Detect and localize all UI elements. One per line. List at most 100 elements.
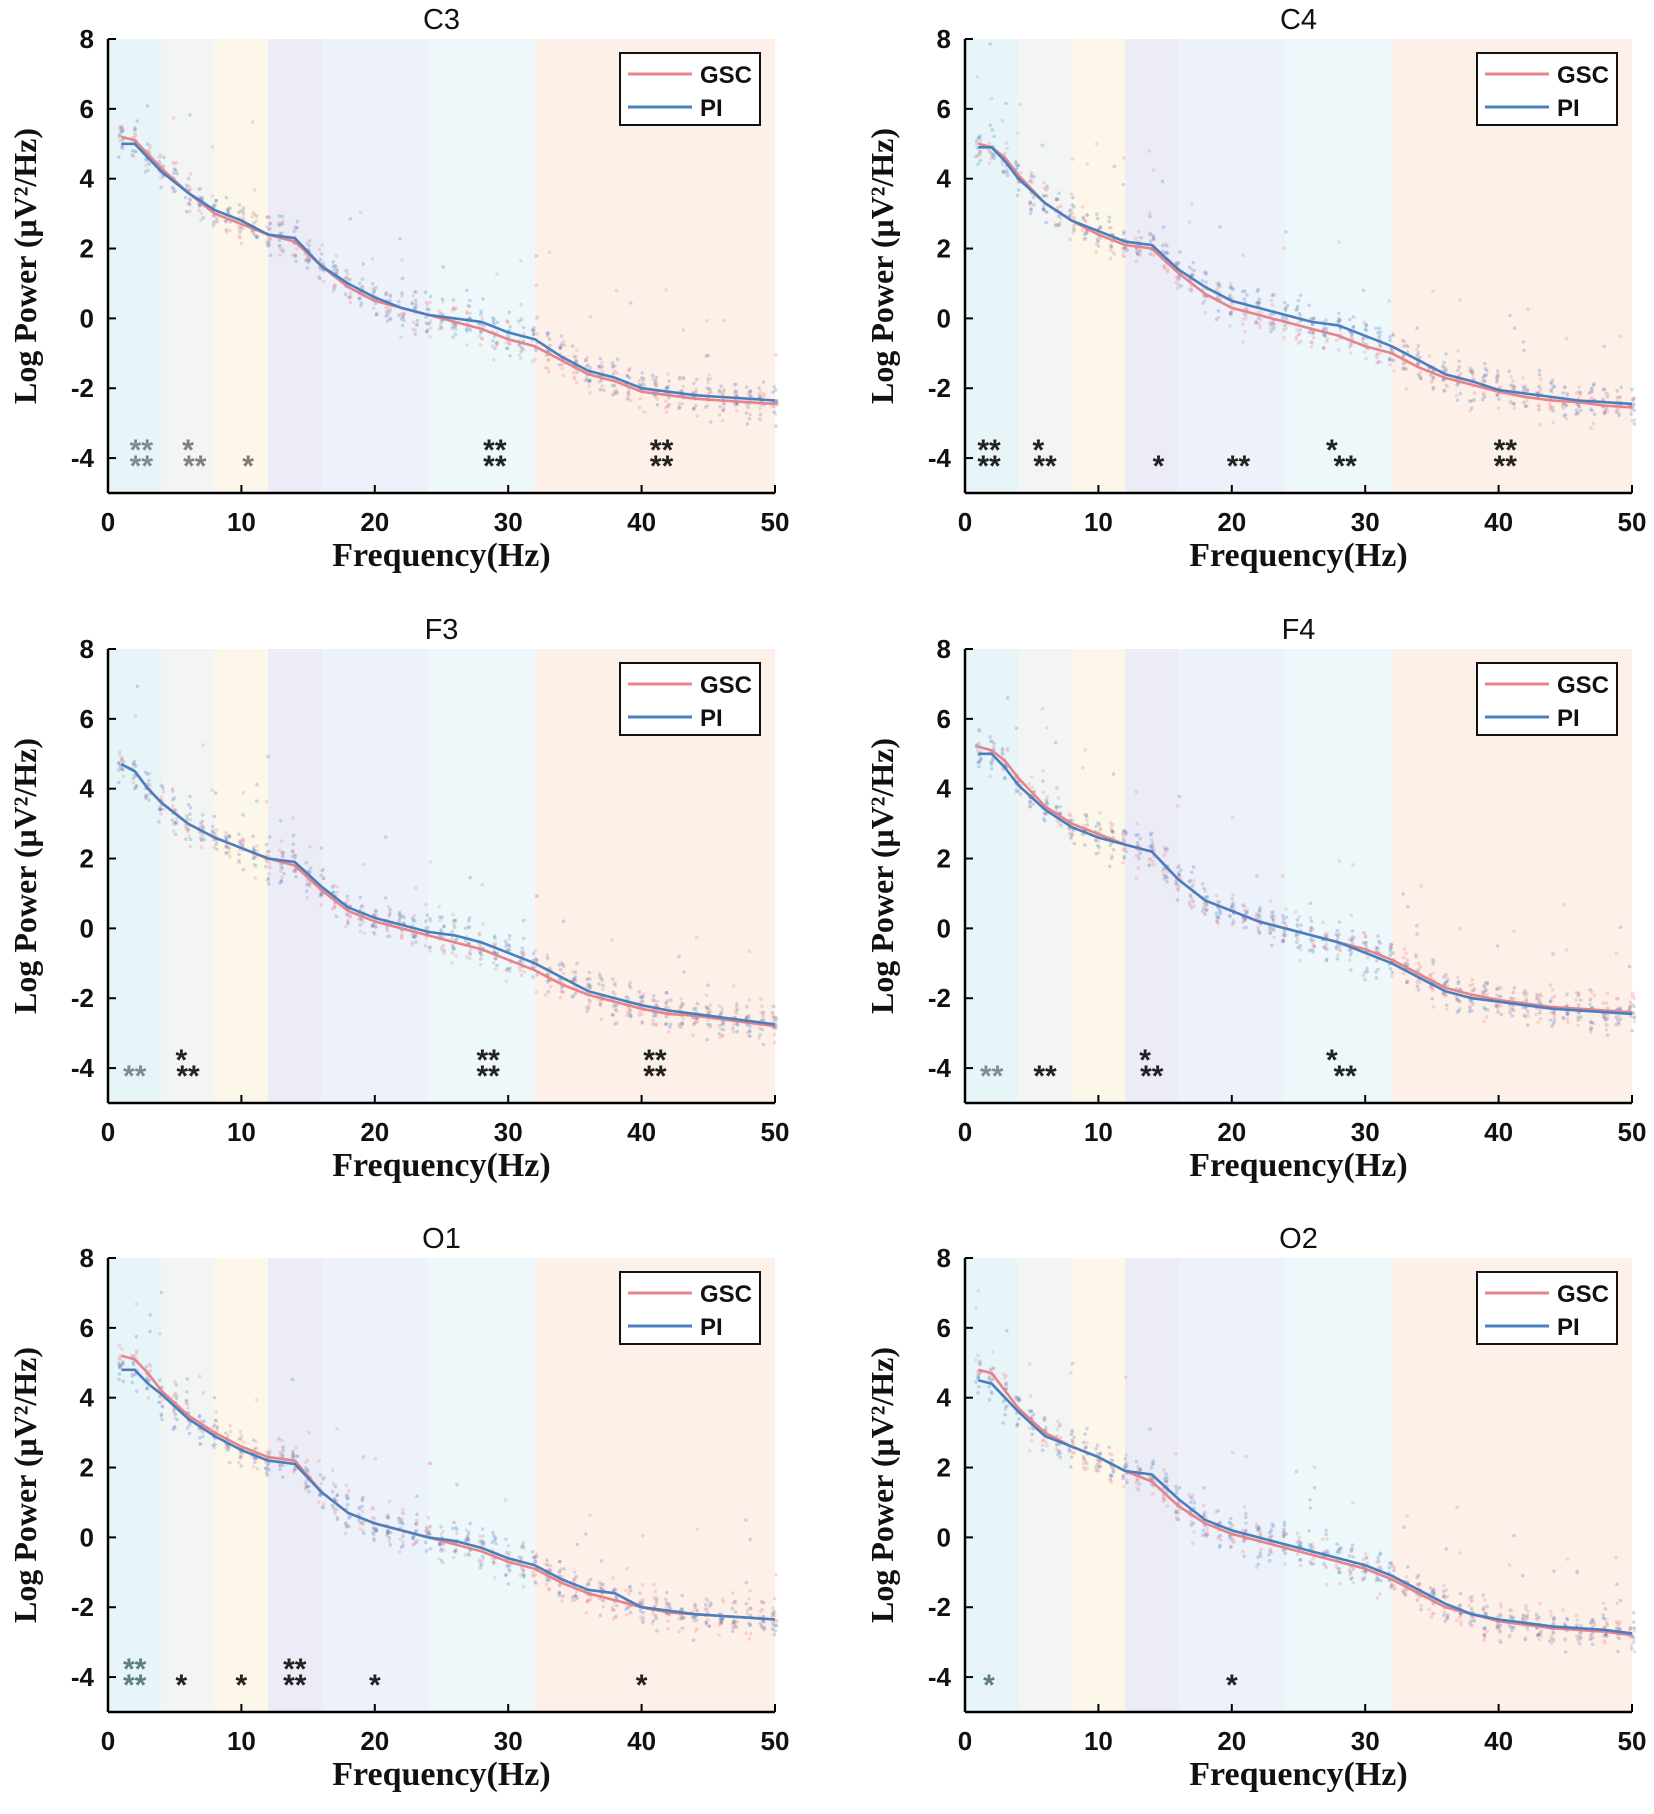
frequency-band-2 bbox=[214, 649, 269, 1103]
scatter-point bbox=[1390, 348, 1395, 353]
scatter-point bbox=[1191, 879, 1196, 883]
scatter-point bbox=[974, 142, 979, 147]
scatter-point bbox=[224, 230, 229, 235]
scatter-point bbox=[239, 209, 243, 213]
scatter-point bbox=[1045, 1443, 1049, 1448]
scatter-point bbox=[1483, 379, 1487, 383]
scatter-point bbox=[200, 197, 205, 201]
scatter-point bbox=[1455, 398, 1460, 402]
scatter-point bbox=[612, 369, 617, 373]
scatter-point bbox=[978, 152, 983, 156]
scatter-point bbox=[343, 276, 348, 281]
scatter-point bbox=[1336, 953, 1340, 958]
scatter-point bbox=[414, 940, 418, 944]
scatter-point bbox=[442, 924, 446, 929]
scatter-point bbox=[120, 146, 124, 151]
scatter-point bbox=[237, 210, 241, 215]
scatter-point bbox=[1108, 843, 1112, 847]
scatter-point bbox=[321, 269, 326, 274]
scatter-point bbox=[1069, 207, 1074, 212]
scatter-point bbox=[494, 967, 498, 971]
scatter-point bbox=[213, 1418, 218, 1423]
scatter-point bbox=[1401, 361, 1406, 366]
scatter-point bbox=[344, 1521, 348, 1526]
scatter-point bbox=[1551, 385, 1555, 390]
scatter-point bbox=[267, 1467, 271, 1472]
significance-marker: ** bbox=[1140, 1060, 1164, 1093]
scatter-point bbox=[747, 1028, 752, 1033]
scatter-point bbox=[1468, 983, 1472, 988]
scatter-point bbox=[187, 1423, 192, 1427]
scatter-point bbox=[679, 996, 684, 1001]
scatter-point bbox=[613, 364, 618, 368]
scatter-point bbox=[143, 770, 148, 775]
x-tick-label: 30 bbox=[494, 507, 523, 537]
scatter-point bbox=[117, 1372, 122, 1376]
scatter-point bbox=[280, 219, 285, 224]
scatter-point bbox=[600, 978, 605, 982]
scatter-point bbox=[653, 379, 658, 383]
scatter-point bbox=[1631, 1011, 1636, 1016]
scatter-point bbox=[331, 260, 336, 264]
scatter-point bbox=[570, 1595, 575, 1599]
scatter-point bbox=[708, 387, 713, 392]
scatter-point bbox=[1321, 345, 1326, 350]
scatter-point bbox=[1336, 320, 1341, 324]
scatter-point bbox=[746, 402, 750, 407]
scatter-point bbox=[1417, 961, 1421, 965]
scatter-point bbox=[1431, 1005, 1436, 1009]
scatter-point bbox=[1443, 368, 1448, 373]
frequency-band-4 bbox=[321, 39, 429, 493]
scatter-point bbox=[655, 403, 660, 407]
scatter-point bbox=[400, 257, 404, 262]
scatter-point bbox=[384, 292, 389, 296]
scatter-point bbox=[1057, 223, 1062, 227]
scatter-point bbox=[425, 913, 430, 917]
scatter-point bbox=[317, 275, 321, 280]
scatter-point bbox=[1121, 250, 1126, 255]
y-tick-label: -4 bbox=[928, 1053, 952, 1083]
scatter-point bbox=[1138, 248, 1142, 252]
scatter-point bbox=[1150, 841, 1155, 845]
scatter-point bbox=[135, 684, 140, 689]
scatter-point bbox=[1000, 746, 1005, 751]
scatter-point bbox=[437, 327, 442, 332]
scatter-point bbox=[1361, 337, 1366, 341]
scatter-point bbox=[320, 1505, 325, 1510]
scatter-point bbox=[442, 948, 446, 953]
scatter-point bbox=[637, 379, 642, 383]
scatter-point bbox=[492, 322, 496, 326]
scatter-point bbox=[748, 1537, 752, 1542]
x-tick-label: 40 bbox=[627, 507, 656, 537]
scatter-point bbox=[601, 987, 605, 992]
scatter-point bbox=[1189, 905, 1194, 910]
scatter-point bbox=[1284, 907, 1288, 911]
scatter-point bbox=[1364, 356, 1368, 361]
scatter-point bbox=[1348, 953, 1353, 957]
scatter-point bbox=[1431, 961, 1435, 966]
scatter-point bbox=[370, 257, 375, 261]
scatter-point bbox=[1589, 1020, 1593, 1025]
scatter-point bbox=[214, 847, 219, 852]
scatter-point bbox=[1151, 168, 1156, 172]
frequency-band-5 bbox=[1285, 1258, 1392, 1712]
scatter-point bbox=[490, 344, 495, 348]
scatter-point bbox=[504, 340, 509, 345]
scatter-point bbox=[277, 1463, 282, 1468]
scatter-point bbox=[559, 363, 564, 367]
y-tick-label: 4 bbox=[80, 774, 95, 804]
scatter-point bbox=[1147, 211, 1152, 216]
scatter-point bbox=[173, 1412, 178, 1417]
scatter-point bbox=[1512, 996, 1516, 1001]
scatter-point bbox=[1138, 836, 1142, 841]
scatter-point bbox=[330, 885, 335, 889]
scatter-point bbox=[1630, 419, 1635, 423]
scatter-point bbox=[492, 934, 497, 938]
scatter-point bbox=[575, 370, 580, 374]
scatter-point bbox=[1093, 838, 1098, 843]
scatter-point bbox=[211, 214, 216, 218]
scatter-point bbox=[1401, 366, 1405, 371]
scatter-point bbox=[505, 320, 510, 324]
scatter-point bbox=[1416, 361, 1420, 365]
scatter-point bbox=[1512, 929, 1516, 934]
